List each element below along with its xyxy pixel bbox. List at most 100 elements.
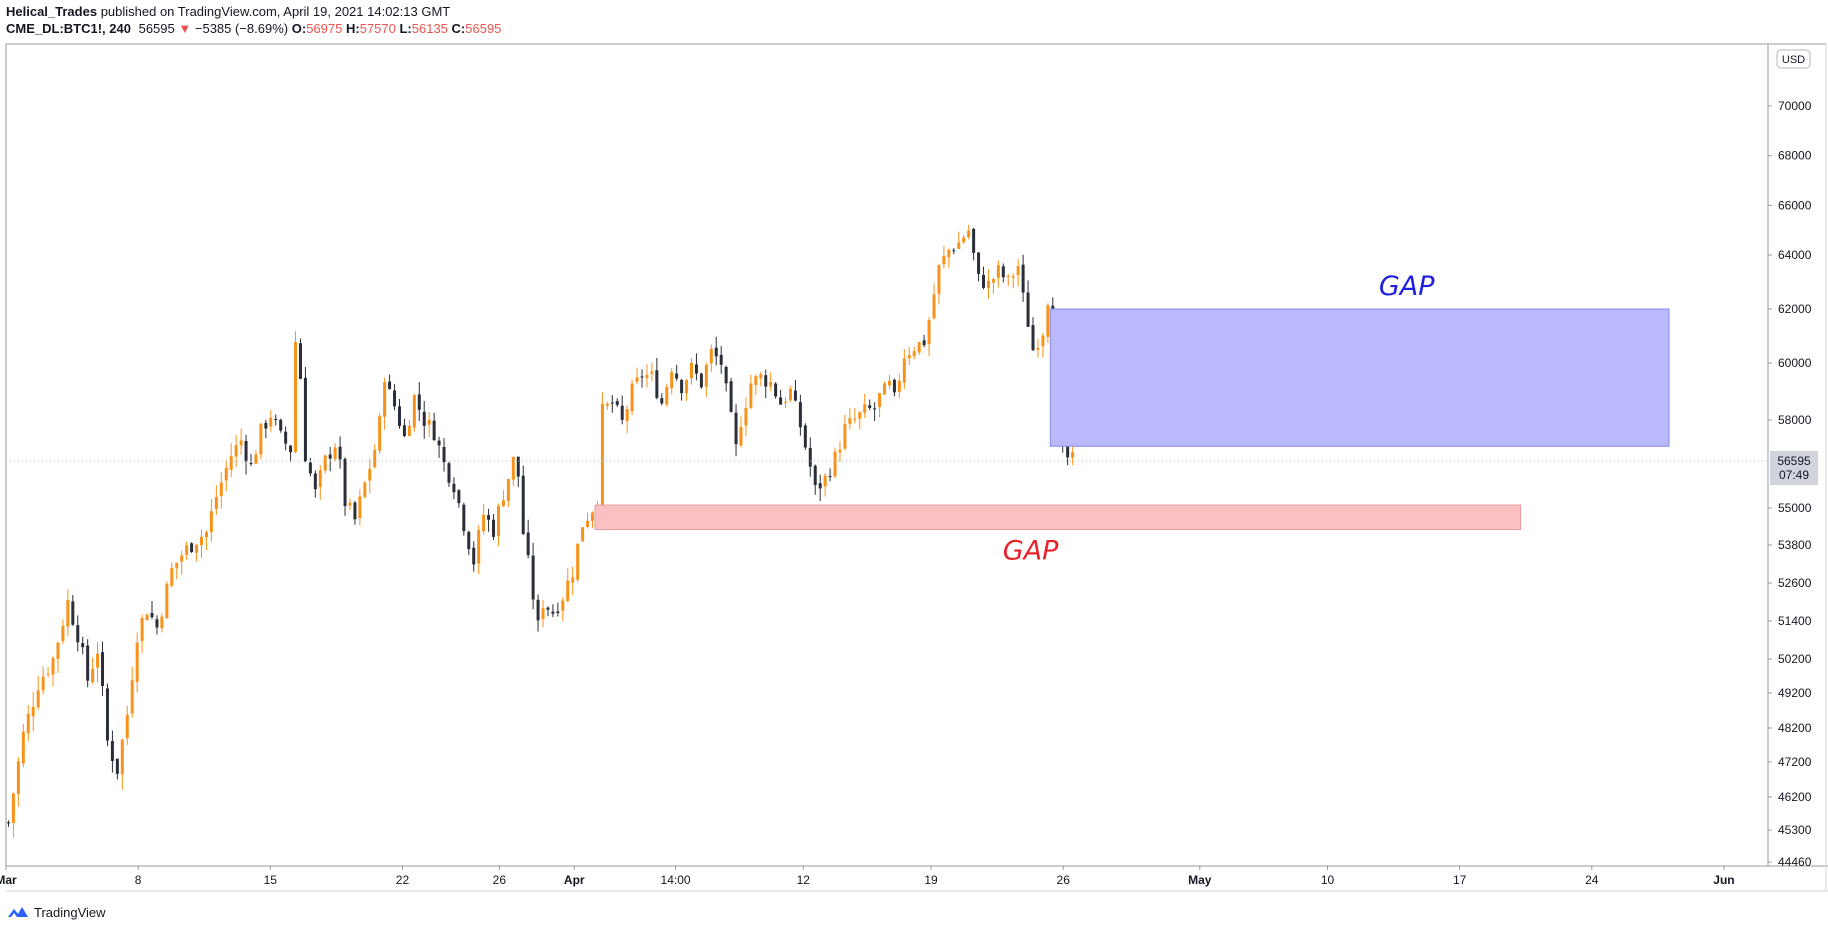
brand-name[interactable]: TradingView bbox=[34, 904, 106, 920]
candle-body bbox=[165, 583, 169, 619]
candle-body bbox=[744, 407, 748, 426]
candle-body bbox=[467, 531, 471, 550]
candle-body bbox=[655, 370, 659, 398]
candle-body bbox=[120, 739, 124, 775]
candle-body bbox=[878, 393, 882, 407]
y-tick-label: 47200 bbox=[1778, 755, 1812, 769]
candle-body bbox=[457, 490, 461, 504]
candle-body bbox=[1011, 276, 1015, 278]
candle-body bbox=[343, 458, 347, 507]
candle-body bbox=[224, 467, 228, 481]
candle-body bbox=[71, 601, 75, 625]
tradingview-logo-icon[interactable] bbox=[6, 904, 30, 920]
candle-body bbox=[1046, 305, 1050, 337]
candle-body bbox=[501, 500, 505, 507]
candle-body bbox=[506, 478, 510, 502]
candle-body bbox=[462, 504, 466, 532]
candle-body bbox=[41, 676, 45, 691]
candle-body bbox=[714, 347, 718, 357]
candle-body bbox=[279, 419, 283, 431]
candle-body bbox=[1036, 348, 1040, 350]
candle-body bbox=[412, 395, 416, 428]
gap-zone-lower[interactable] bbox=[594, 504, 1522, 531]
candle-body bbox=[249, 462, 253, 464]
candle-body bbox=[591, 512, 595, 521]
candle-body bbox=[26, 713, 30, 734]
candle-body bbox=[110, 741, 114, 762]
x-tick-label: 15 bbox=[264, 873, 278, 887]
candle-body bbox=[625, 409, 629, 421]
candle-body bbox=[91, 668, 95, 682]
candle-body bbox=[328, 454, 332, 459]
gap-label-lower: GAP bbox=[1003, 536, 1059, 567]
candle-body bbox=[838, 449, 842, 453]
candle-body bbox=[581, 527, 585, 542]
candle-body bbox=[917, 342, 921, 353]
candle-body bbox=[6, 822, 10, 824]
candle-body bbox=[793, 390, 797, 401]
candle-body bbox=[105, 688, 109, 741]
author-name[interactable]: Helical_Trades bbox=[6, 4, 98, 19]
x-tick-label: May bbox=[1188, 873, 1212, 887]
gap-zone-upper[interactable] bbox=[1049, 308, 1670, 447]
candle-body bbox=[46, 673, 50, 675]
candle-body bbox=[912, 351, 916, 357]
candle-body bbox=[551, 611, 555, 614]
candle-body bbox=[378, 416, 382, 451]
x-tick-label: Apr bbox=[564, 873, 585, 887]
candle-body bbox=[1066, 439, 1070, 458]
candle-body bbox=[195, 544, 199, 553]
last-price: 56595 bbox=[138, 21, 175, 36]
candle-body bbox=[496, 505, 500, 536]
candle-body bbox=[274, 419, 278, 421]
high-label: H: bbox=[345, 21, 360, 36]
x-tick-label: 14:00 bbox=[661, 873, 691, 887]
candle-body bbox=[883, 383, 887, 395]
candle-body bbox=[566, 580, 570, 602]
candle-body bbox=[115, 758, 119, 774]
candle-body bbox=[774, 383, 778, 397]
candle-body bbox=[952, 250, 956, 252]
candle-body bbox=[675, 373, 679, 379]
last-price-label: 56595 bbox=[1777, 454, 1811, 468]
x-tick-label: 24 bbox=[1585, 873, 1599, 887]
candle-body bbox=[145, 614, 149, 621]
candle-body bbox=[96, 653, 100, 668]
candle-body bbox=[848, 418, 852, 424]
candle-body bbox=[759, 374, 763, 379]
candle-body bbox=[402, 425, 406, 436]
candle-body bbox=[477, 530, 481, 564]
plot-frame bbox=[5, 43, 1769, 867]
y-tick-label: 44460 bbox=[1778, 855, 1812, 869]
candle-body bbox=[66, 600, 70, 627]
candle-body bbox=[660, 398, 664, 404]
candle-body bbox=[308, 462, 312, 474]
candle-body bbox=[699, 373, 703, 388]
x-tick-label: Mar bbox=[0, 873, 17, 887]
last-price-tag bbox=[1770, 451, 1818, 485]
candle-body bbox=[982, 274, 986, 288]
candle-body bbox=[704, 364, 708, 387]
candle-body bbox=[887, 380, 891, 386]
candle-body bbox=[620, 405, 624, 420]
candle-body bbox=[734, 412, 738, 445]
published-text: published on TradingView.com, April 19, … bbox=[100, 4, 451, 19]
candle-body bbox=[843, 423, 847, 449]
candle-body bbox=[536, 599, 540, 621]
publish-line: Helical_Trades published on TradingView.… bbox=[6, 3, 1816, 20]
candle-body bbox=[927, 320, 931, 345]
candle-body bbox=[81, 643, 85, 648]
y-tick-label: 52600 bbox=[1778, 576, 1812, 590]
chart-header: Helical_Trades published on TradingView.… bbox=[6, 3, 1816, 37]
candle-body bbox=[487, 515, 491, 520]
candle-body bbox=[333, 447, 337, 460]
candle-body bbox=[76, 625, 80, 643]
open-value: 56975 bbox=[306, 21, 343, 36]
currency-badge[interactable] bbox=[1776, 49, 1811, 69]
candle-body bbox=[36, 690, 40, 708]
candle-body bbox=[407, 425, 411, 437]
candle-body bbox=[482, 514, 486, 532]
candle-body bbox=[779, 397, 783, 405]
x-tick-label: 22 bbox=[396, 873, 410, 887]
